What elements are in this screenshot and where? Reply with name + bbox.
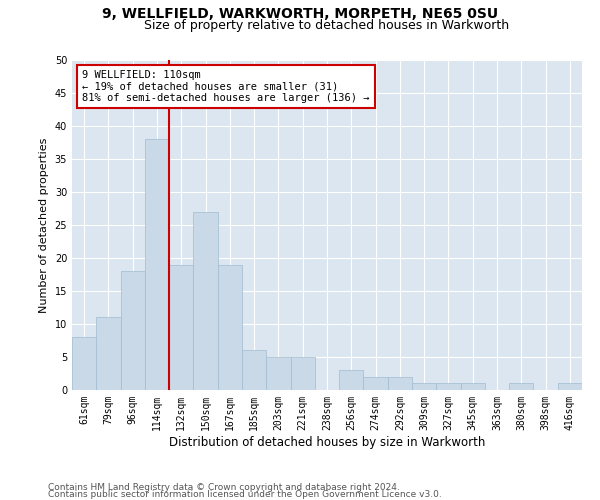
Bar bbox=[145, 139, 169, 390]
Bar bbox=[558, 384, 582, 390]
Title: Size of property relative to detached houses in Warkworth: Size of property relative to detached ho… bbox=[145, 20, 509, 32]
Text: 9, WELLFIELD, WARKWORTH, MORPETH, NE65 0SU: 9, WELLFIELD, WARKWORTH, MORPETH, NE65 0… bbox=[102, 8, 498, 22]
Bar bbox=[339, 370, 364, 390]
Bar bbox=[121, 271, 145, 390]
Bar bbox=[290, 357, 315, 390]
Bar bbox=[364, 377, 388, 390]
Bar bbox=[436, 384, 461, 390]
Text: Contains public sector information licensed under the Open Government Licence v3: Contains public sector information licen… bbox=[48, 490, 442, 499]
Bar bbox=[266, 357, 290, 390]
Y-axis label: Number of detached properties: Number of detached properties bbox=[39, 138, 49, 312]
Text: 9 WELLFIELD: 110sqm
← 19% of detached houses are smaller (31)
81% of semi-detach: 9 WELLFIELD: 110sqm ← 19% of detached ho… bbox=[82, 70, 370, 103]
Bar bbox=[242, 350, 266, 390]
Bar bbox=[96, 318, 121, 390]
Bar bbox=[218, 264, 242, 390]
Bar bbox=[72, 337, 96, 390]
Bar bbox=[412, 384, 436, 390]
Bar bbox=[509, 384, 533, 390]
Bar bbox=[193, 212, 218, 390]
X-axis label: Distribution of detached houses by size in Warkworth: Distribution of detached houses by size … bbox=[169, 436, 485, 448]
Bar bbox=[169, 264, 193, 390]
Bar bbox=[388, 377, 412, 390]
Text: Contains HM Land Registry data © Crown copyright and database right 2024.: Contains HM Land Registry data © Crown c… bbox=[48, 484, 400, 492]
Bar bbox=[461, 384, 485, 390]
